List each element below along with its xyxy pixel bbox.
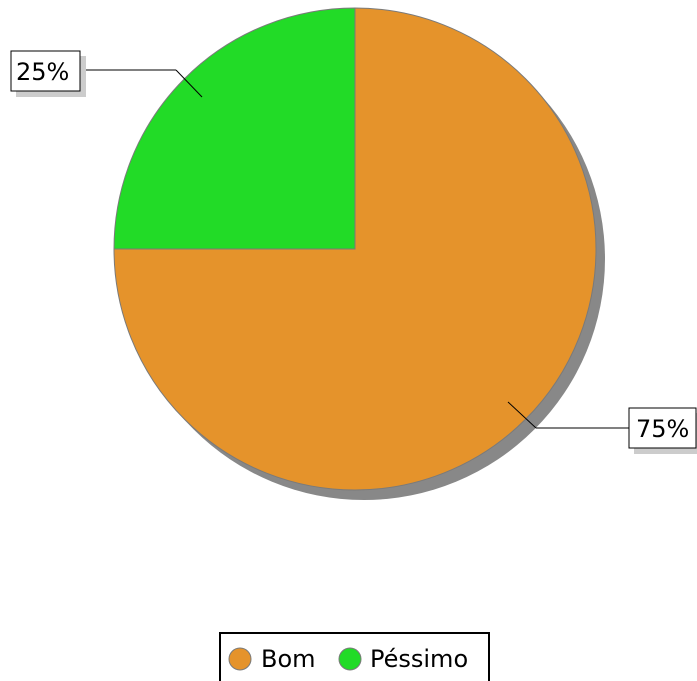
pie-slice-pessimo[interactable] (113, 7, 356, 250)
label-box-pessimo (10, 50, 81, 92)
data-label-bom: 75% (507, 401, 697, 454)
legend-swatch-bom (228, 647, 252, 671)
leader-line-pessimo-diagonal (175, 69, 203, 98)
legend: Bom Péssimo (219, 632, 490, 681)
pie-slice-bom[interactable] (113, 7, 597, 491)
data-label-text-pessimo: 25% (16, 58, 69, 86)
label-box-bom (628, 407, 697, 449)
legend-swatch-pessimo (338, 647, 362, 671)
data-label-pessimo: 25% (10, 50, 203, 98)
data-label-text-bom: 75% (636, 415, 689, 443)
legend-label-pessimo: Péssimo (370, 645, 468, 673)
legend-label-bom: Bom (261, 645, 316, 673)
leader-line-bom-diagonal (507, 401, 537, 429)
